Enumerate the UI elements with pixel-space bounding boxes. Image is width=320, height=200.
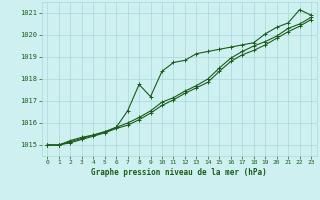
X-axis label: Graphe pression niveau de la mer (hPa): Graphe pression niveau de la mer (hPa) — [91, 168, 267, 177]
